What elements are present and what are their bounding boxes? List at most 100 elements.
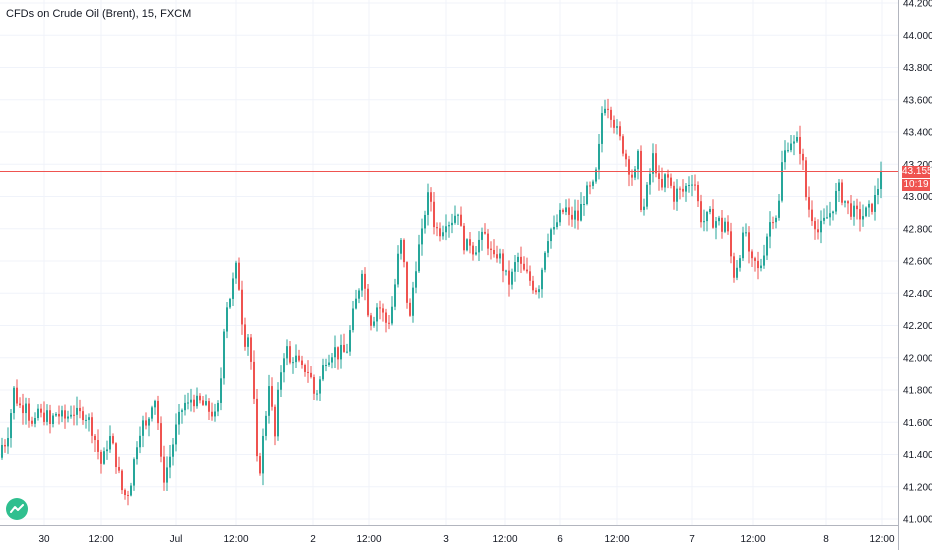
candle-body — [463, 225, 465, 251]
candle-body — [508, 270, 510, 285]
candle-body — [334, 347, 336, 358]
candle-body — [736, 267, 738, 278]
candle-body — [46, 410, 48, 422]
candle-body — [766, 236, 768, 256]
price-tick-label: 42.400 — [903, 289, 932, 300]
candle-body — [796, 136, 798, 142]
candle-body — [859, 209, 861, 220]
candle-body — [223, 331, 225, 379]
candle-body — [424, 214, 426, 229]
candle-body — [337, 347, 339, 360]
candle-body — [571, 214, 573, 220]
candle-body — [832, 211, 834, 214]
candle-body — [406, 262, 408, 303]
price-tick-label: 41.200 — [903, 482, 932, 493]
candle-body — [415, 271, 417, 288]
candle-body — [877, 189, 879, 195]
price-tick-label: 44.200 — [903, 0, 932, 10]
candle-body — [82, 411, 84, 421]
candle-body — [577, 210, 579, 221]
candle-body — [172, 444, 174, 457]
candle-body — [421, 228, 423, 245]
candle-body — [676, 188, 678, 202]
candle-body — [13, 387, 15, 414]
candle-body — [268, 386, 270, 416]
candle-body — [103, 451, 105, 464]
candle-body — [790, 143, 792, 151]
price-tick-label: 41.600 — [903, 418, 932, 429]
candle-body — [856, 205, 858, 210]
time-tick-label: 3 — [443, 534, 449, 545]
price-tick-label: 43.400 — [903, 128, 932, 139]
candle-body — [388, 322, 390, 324]
candle-body — [481, 231, 483, 240]
candle-body — [607, 108, 609, 110]
legend-symbol: CFDs on Crude Oil (Brent) — [6, 8, 136, 20]
candle-body — [760, 265, 762, 269]
candle-body — [391, 306, 393, 324]
candle-body — [283, 358, 285, 373]
time-tick-label: 12:00 — [604, 534, 629, 545]
candle-body — [175, 424, 177, 445]
candle-body — [412, 287, 414, 316]
candle-body — [526, 269, 528, 272]
candle-body — [730, 231, 732, 257]
candle-body — [307, 371, 309, 373]
candle-body — [568, 207, 570, 215]
price-tick-label: 42.600 — [903, 257, 932, 268]
candle-body — [724, 221, 726, 232]
tradingview-logo-icon[interactable] — [6, 498, 28, 520]
candle-body — [205, 401, 207, 405]
candle-body — [121, 470, 123, 491]
candle-body — [49, 410, 51, 424]
candle-body — [811, 209, 813, 222]
candle-body — [136, 447, 138, 460]
candle-body — [871, 203, 873, 212]
time-tick-label: 8 — [823, 534, 829, 545]
candle-body — [235, 262, 237, 279]
price-tick-label: 42.200 — [903, 321, 932, 332]
candle-body — [880, 171, 882, 190]
candle-body — [1, 444, 3, 458]
candle-body — [238, 262, 240, 290]
candle-body — [850, 203, 852, 217]
candle-body — [817, 229, 819, 233]
candle-body — [808, 197, 810, 210]
candle-body — [454, 215, 456, 223]
candle-body — [112, 436, 114, 444]
candle-body — [40, 408, 42, 413]
candle-body — [628, 159, 630, 175]
time-tick-label: 12:00 — [356, 534, 381, 545]
candle-body — [106, 449, 108, 452]
candle-body — [52, 415, 54, 424]
candle-body — [472, 245, 474, 255]
legend-separator-2: , — [153, 8, 161, 20]
candle-body — [448, 225, 450, 227]
candle-body — [517, 256, 519, 263]
time-tick-label: 12:00 — [869, 534, 894, 545]
candle-body — [514, 262, 516, 272]
symbol-legend[interactable]: CFDs on Crude Oil (Brent), 15, FXCM — [6, 8, 191, 20]
candle-body — [469, 239, 471, 246]
candle-body — [316, 393, 318, 395]
candle-body — [493, 249, 495, 255]
candle-body — [532, 280, 534, 291]
candle-body — [559, 209, 561, 223]
candle-body — [430, 192, 432, 202]
candle-body — [589, 185, 591, 187]
candle-body — [709, 208, 711, 213]
candle-body — [805, 160, 807, 198]
candle-body — [460, 214, 462, 226]
candle-body — [535, 290, 537, 293]
price-tick-label: 44.000 — [903, 31, 932, 42]
candle-body — [10, 413, 12, 439]
candle-body — [331, 357, 333, 363]
candle-body — [382, 308, 384, 313]
candle-body — [616, 126, 618, 128]
candle-body — [253, 361, 255, 399]
candle-body — [364, 273, 366, 289]
candle-body — [640, 150, 642, 211]
candle-body — [553, 227, 555, 230]
